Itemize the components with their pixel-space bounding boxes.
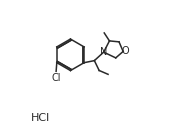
Text: O: O <box>122 46 129 56</box>
Text: HCl: HCl <box>31 113 50 123</box>
Text: Cl: Cl <box>51 73 61 83</box>
Text: N: N <box>100 47 107 57</box>
